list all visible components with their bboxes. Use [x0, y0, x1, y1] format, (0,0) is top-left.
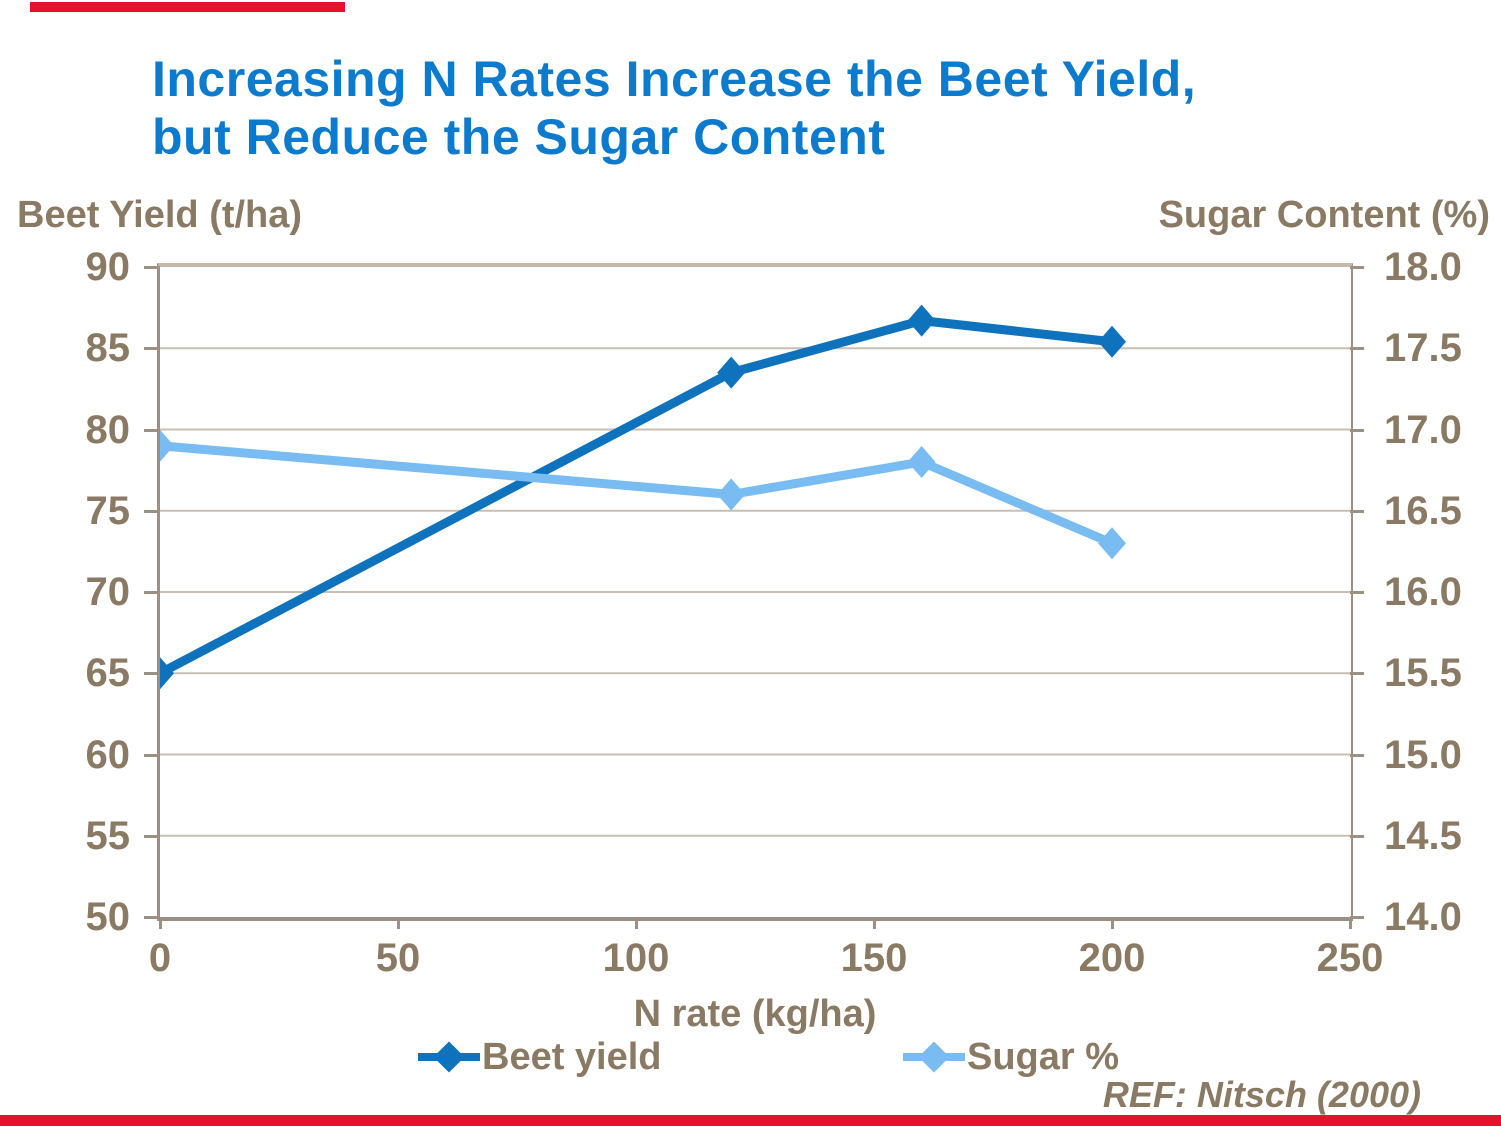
y-left-tick-label: 70 [85, 570, 131, 614]
chart-title: Increasing N Rates Increase the Beet Yie… [152, 50, 1196, 166]
top-red-accent-bar [30, 2, 345, 12]
x-tick-label: 250 [1316, 936, 1384, 980]
beet-yield-diamond-icon [433, 1041, 465, 1073]
x-tick-label: 0 [148, 936, 172, 980]
reference-note: REF: Nitsch (2000) [1102, 1074, 1421, 1115]
data-point-diamond-icon [717, 478, 746, 511]
y-right-tick-mark [1350, 672, 1364, 676]
y-right-tick-label: 18.0 [1384, 245, 1462, 289]
x-tick-label: 150 [840, 936, 908, 980]
sugar-diamond-icon [918, 1041, 950, 1073]
x-tick-mark [1349, 917, 1352, 929]
y-right-tick-label: 16.5 [1384, 488, 1462, 533]
y-left-tick-label: 50 [85, 895, 131, 939]
y-left-tick-label: 55 [85, 813, 131, 858]
legend-label-sugar: Sugar % [967, 1035, 1120, 1078]
chart-title-line1: Increasing N Rates Increase the Beet Yie… [152, 51, 1197, 107]
y-left-tick-mark [144, 509, 158, 513]
x-tick-mark [159, 917, 162, 929]
beet-yield-series-marker-icon [418, 1036, 480, 1078]
y-right-tick-label: 15.5 [1384, 651, 1462, 696]
y-left-tick-label: 75 [85, 488, 131, 533]
x-axis-title: N rate (kg/ha) [633, 993, 877, 1035]
y-left-tick-mark [144, 591, 158, 594]
y-right-tick-label: 17.0 [1384, 407, 1462, 452]
series-line-sugar- [160, 441, 1117, 548]
data-point-diamond-icon [1098, 325, 1126, 358]
x-tick-mark [397, 917, 400, 929]
y-left-tick-label: 85 [85, 326, 131, 371]
data-point-diamond-icon [1098, 527, 1126, 560]
x-tick-label: 200 [1078, 936, 1146, 980]
data-point-diamond-icon [717, 356, 746, 389]
legend-label-beet-yield: Beet yield [482, 1035, 662, 1078]
y-left-tick-mark [144, 428, 158, 432]
y-right-tick-label: 17.5 [1384, 326, 1462, 371]
x-tick-label: 50 [375, 936, 421, 980]
y-right-tick-mark [1350, 916, 1364, 919]
legend-item-sugar: Sugar % [903, 1036, 1119, 1078]
y-right-tick-label: 16.0 [1384, 570, 1462, 614]
bottom-red-accent-bar [0, 1115, 1501, 1126]
y-right-tick-label: 14.5 [1384, 813, 1462, 858]
data-point-diamond-icon [160, 429, 174, 462]
y-left-tick-label: 60 [85, 732, 131, 777]
y-left-tick-mark [144, 834, 158, 838]
legend-item-beet-yield: Beet yield [418, 1036, 662, 1078]
y-right-tick-label: 15.0 [1384, 732, 1462, 777]
series-line-beet-yield [160, 316, 1117, 678]
x-tick-mark [873, 917, 876, 929]
y-right-tick-mark [1350, 347, 1364, 351]
y-right-tick-mark [1350, 834, 1364, 838]
y-right-tick-mark [1350, 509, 1364, 513]
left-axis-title: Beet Yield (t/ha) [17, 194, 303, 236]
y-left-tick-label: 65 [85, 651, 131, 696]
x-tick-label: 100 [602, 936, 670, 980]
data-point-diamond-icon [907, 446, 936, 478]
chart-lines-svg [160, 304, 1350, 837]
data-point-diamond-icon [907, 304, 936, 337]
right-axis-title: Sugar Content (%) [1158, 194, 1490, 236]
y-left-tick-mark [144, 347, 158, 351]
x-tick-mark [635, 917, 638, 929]
y-left-tick-label: 90 [85, 245, 131, 289]
y-left-tick-mark [144, 916, 158, 919]
y-left-tick-mark [144, 753, 158, 757]
chart-title-line2: but Reduce the Sugar Content [152, 109, 886, 165]
sugar-series-marker-icon [903, 1036, 965, 1078]
y-left-tick-mark [144, 672, 158, 676]
y-right-tick-label: 14.0 [1384, 895, 1462, 939]
data-point-diamond-icon [160, 657, 174, 690]
x-tick-mark [1111, 917, 1114, 929]
y-left-tick-label: 80 [85, 407, 131, 452]
y-right-tick-mark [1350, 753, 1364, 757]
y-right-tick-mark [1350, 591, 1364, 594]
y-left-tick-mark [144, 266, 158, 269]
y-right-tick-mark [1350, 428, 1364, 432]
y-right-tick-mark [1350, 266, 1364, 269]
